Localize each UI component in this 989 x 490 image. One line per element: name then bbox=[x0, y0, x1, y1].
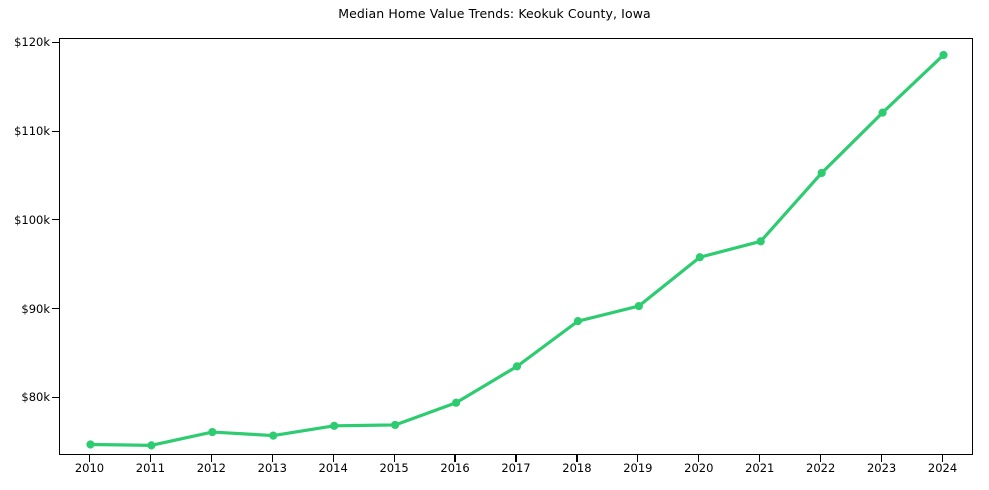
x-axis-tick-mark bbox=[637, 455, 639, 462]
data-point-marker bbox=[512, 362, 522, 371]
data-point-marker bbox=[269, 431, 278, 440]
x-axis-tick-label: 2015 bbox=[379, 461, 409, 475]
y-axis-tick-mark bbox=[52, 219, 59, 221]
data-point-marker bbox=[634, 301, 643, 311]
x-axis-tick-mark bbox=[698, 455, 700, 462]
data-point-marker bbox=[208, 427, 217, 437]
data-point-marker bbox=[695, 253, 704, 262]
x-axis-tick-mark bbox=[820, 455, 822, 462]
y-axis-tick-mark bbox=[52, 130, 59, 132]
y-axis-tick-label: $100k bbox=[14, 212, 50, 227]
line-series-svg bbox=[86, 50, 948, 450]
x-axis-tick-label: 2018 bbox=[562, 461, 592, 475]
x-axis-tick-label: 2021 bbox=[745, 461, 775, 475]
data-point-marker bbox=[147, 441, 156, 450]
x-axis-tick-mark bbox=[88, 455, 91, 462]
x-axis-tick-label: 2016 bbox=[440, 461, 470, 475]
x-axis-tick-mark bbox=[759, 455, 761, 462]
y-axis-tick-label: $90k bbox=[21, 301, 50, 316]
x-axis-tick-label: 2022 bbox=[806, 461, 836, 475]
x-axis-tick-mark bbox=[149, 455, 151, 462]
x-axis-tick-label: 2024 bbox=[927, 461, 958, 475]
x-axis-tick-mark bbox=[515, 455, 517, 462]
chart-title: Median Home Value Trends: Keokuk County,… bbox=[338, 6, 651, 21]
x-axis-tick-mark bbox=[576, 455, 578, 462]
data-point-marker bbox=[330, 421, 339, 430]
x-axis-tick-label: 2019 bbox=[623, 461, 653, 475]
x-axis-tick-mark bbox=[332, 455, 334, 462]
y-axis-tick-mark bbox=[52, 308, 59, 310]
x-axis-tick-mark bbox=[393, 455, 395, 462]
y-axis-tick-label: $120k bbox=[14, 35, 50, 50]
y-axis-tick-mark bbox=[52, 41, 59, 44]
plot-area bbox=[59, 38, 973, 455]
x-axis-tick-mark bbox=[941, 455, 944, 462]
data-point-marker bbox=[756, 237, 765, 246]
y-axis-tick-label: $110k bbox=[14, 124, 50, 139]
x-axis-tick-mark bbox=[454, 455, 456, 462]
x-axis-tick-label: 2017 bbox=[501, 461, 531, 475]
y-axis-tick-mark bbox=[52, 396, 59, 398]
x-axis-tick-label: 2020 bbox=[684, 461, 714, 475]
y-axis-tick-labels: $80k $90k $100k $110k $120k bbox=[0, 0, 50, 490]
y-axis-tick-label: $80k bbox=[21, 390, 50, 405]
x-axis-tick-mark bbox=[271, 455, 273, 462]
x-axis-tick-label: 2010 bbox=[74, 461, 105, 475]
data-point-marker bbox=[451, 398, 461, 407]
data-point-marker bbox=[817, 168, 826, 178]
x-axis-tick-mark bbox=[881, 455, 883, 462]
median-home-value-line bbox=[88, 53, 946, 447]
x-axis-tick-label: 2013 bbox=[257, 461, 287, 475]
data-point-marker bbox=[573, 317, 583, 326]
x-axis-tick-label: 2023 bbox=[866, 461, 897, 475]
median-home-value-markers bbox=[86, 50, 948, 450]
data-point-marker bbox=[939, 50, 948, 60]
data-point-marker bbox=[878, 108, 887, 117]
x-axis-tick-mark bbox=[210, 455, 212, 462]
x-axis-tick-label: 2012 bbox=[196, 461, 226, 475]
data-point-marker bbox=[391, 420, 400, 430]
x-axis-tick-label: 2014 bbox=[318, 461, 348, 475]
data-point-marker bbox=[86, 440, 95, 449]
x-axis-tick-label: 2011 bbox=[135, 461, 166, 475]
